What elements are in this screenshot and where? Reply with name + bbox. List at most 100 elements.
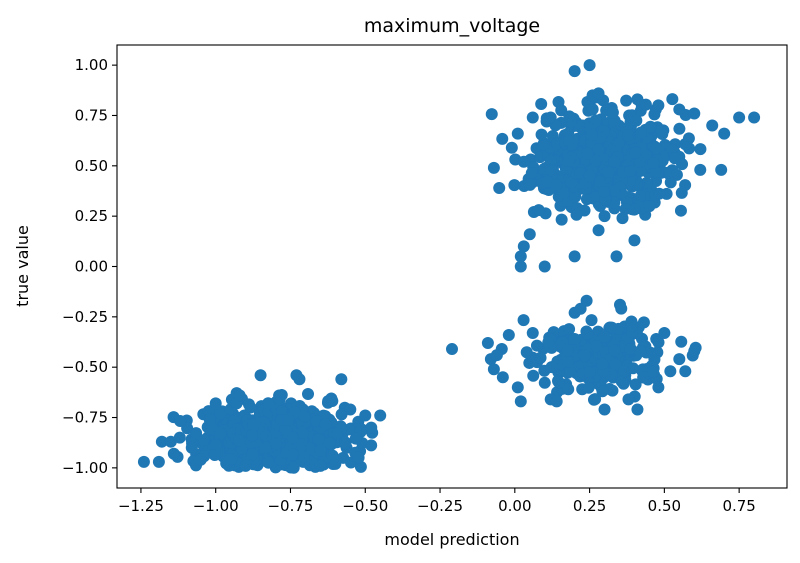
scatter-point (269, 437, 282, 450)
scatter-point (298, 410, 311, 423)
scatter-point (517, 155, 530, 168)
scatter-point (631, 403, 644, 416)
scatter-point (487, 363, 500, 376)
x-tick-label: −0.25 (417, 497, 463, 515)
scatter-point (352, 451, 365, 464)
scatter-point (302, 388, 315, 401)
scatter-point (173, 431, 186, 444)
x-tick-label: −0.75 (267, 497, 313, 515)
scatter-point (688, 107, 701, 120)
scatter-point (537, 138, 550, 151)
scatter-point (152, 455, 165, 468)
scatter-point (748, 111, 761, 124)
scatter-point (517, 240, 530, 253)
scatter-point (349, 432, 362, 445)
scatter-point (585, 314, 598, 327)
scatter-point (490, 349, 503, 362)
scatter-point (523, 228, 536, 241)
scatter-point (580, 193, 593, 206)
scatter-point (598, 403, 611, 416)
scatter-point (257, 427, 270, 440)
scatter-point (568, 65, 581, 78)
scatter-point (557, 186, 570, 199)
scatter-point (628, 234, 641, 247)
x-tick-label: 0.50 (648, 497, 681, 515)
scatter-point (155, 435, 168, 448)
scatter-point (247, 418, 260, 431)
scatter-point (259, 441, 272, 454)
scatter-point (535, 128, 548, 141)
scatter-point (694, 143, 707, 156)
scatter-point (648, 108, 661, 121)
scatter-point (679, 138, 692, 151)
scatter-point (493, 182, 506, 195)
scatter-point (526, 111, 539, 124)
chart-title: maximum_voltage (364, 15, 540, 37)
scatter-point (590, 340, 603, 353)
scatter-point (589, 154, 602, 167)
scatter-point (578, 349, 591, 362)
scatter-point (446, 343, 458, 356)
scatter-point (562, 383, 575, 396)
scatter-point (643, 200, 656, 213)
scatter-point (563, 323, 576, 336)
scatter-point (502, 328, 515, 341)
scatter-point (550, 395, 563, 408)
scatter-point (596, 385, 609, 398)
scatter-point (668, 152, 681, 165)
scatter-point (339, 436, 352, 449)
scatter-point (706, 119, 719, 132)
scatter-point (233, 434, 246, 447)
scatter-point (597, 185, 610, 198)
scatter-point (594, 175, 607, 188)
scatter-point (508, 179, 521, 192)
scatter-point (233, 389, 246, 402)
scatter-point (616, 212, 629, 225)
scatter-point (562, 154, 575, 167)
scatter-point (561, 355, 574, 368)
scatter-point (652, 99, 665, 112)
scatter-point (585, 129, 598, 142)
scatter-point (675, 335, 688, 348)
scatter-point (194, 453, 207, 466)
scatter-point (673, 353, 686, 366)
scatter-point (622, 129, 634, 142)
scatter-point (225, 453, 238, 466)
scatter-point (314, 459, 327, 472)
scatter-point (319, 418, 332, 431)
scatter-point (624, 165, 637, 178)
scatter-point (293, 373, 306, 386)
scatter-point (650, 142, 663, 155)
scatter-point (583, 365, 596, 378)
scatter-point (329, 457, 342, 470)
scatter-point (481, 337, 494, 350)
scatter-point (323, 437, 336, 450)
x-tick-label: −1.00 (193, 497, 239, 515)
scatter-point (544, 155, 557, 168)
scatter-point (555, 213, 568, 226)
scatter-point (167, 447, 180, 460)
scatter-point (583, 169, 596, 182)
scatter-point (589, 393, 602, 406)
scatter-point (615, 375, 628, 388)
scatter-point (650, 174, 663, 187)
scatter-point (598, 210, 611, 223)
scatter-point (532, 204, 545, 217)
x-tick-label: −1.25 (118, 497, 164, 515)
scatter-point (658, 326, 671, 339)
scatter-point (542, 336, 555, 349)
scatter-point (314, 444, 327, 457)
scatter-point (514, 395, 527, 408)
scatter-point (534, 351, 547, 364)
scatter-point (563, 135, 575, 148)
scatter-point (608, 155, 621, 168)
scatter-point (496, 132, 509, 145)
scatter-point (244, 401, 257, 414)
scatter-point (647, 156, 660, 169)
scatter-point (239, 459, 252, 472)
scatter-point (254, 369, 267, 382)
scatter-point (538, 260, 551, 273)
scatter-point (634, 190, 647, 203)
scatter-point (310, 415, 323, 427)
